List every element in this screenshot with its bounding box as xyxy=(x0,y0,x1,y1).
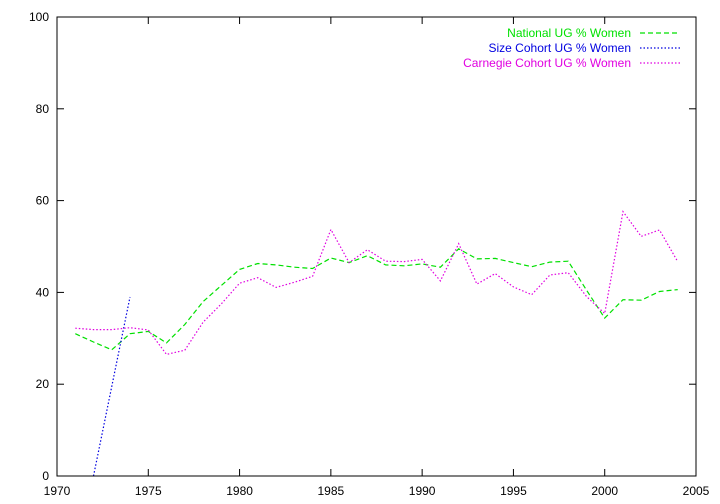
series-line-2 xyxy=(92,296,131,477)
x-tick-label: 1975 xyxy=(135,484,162,498)
series-line-1 xyxy=(75,248,678,351)
y-tick-label: 20 xyxy=(36,377,50,391)
y-tick-label: 100 xyxy=(29,10,49,24)
legend-label: National UG % Women xyxy=(507,26,631,40)
x-tick-label: 1995 xyxy=(500,484,527,498)
series-lines xyxy=(75,210,679,477)
x-tick-label: 2000 xyxy=(591,484,618,498)
y-tick-label: 40 xyxy=(36,285,50,299)
x-tick-label: 1985 xyxy=(318,484,345,498)
x-tick-label: 1990 xyxy=(409,484,436,498)
x-tick-label: 1970 xyxy=(44,484,71,498)
x-tick-label: 2005 xyxy=(683,484,710,498)
legend-label: Size Cohort UG % Women xyxy=(489,41,632,55)
y-tick-label: 0 xyxy=(42,469,49,483)
y-tick-label: 60 xyxy=(36,194,50,208)
plot-frame xyxy=(56,16,697,477)
y-tick-label: 80 xyxy=(36,102,50,116)
tick-marks xyxy=(56,16,697,477)
legend-label: Carnegie Cohort UG % Women xyxy=(463,56,631,70)
tick-labels: 1970 1975 1980 1985 1990 1995 2000 2005 0 20 40 60 8… xyxy=(29,10,710,498)
x-tick-label: 1980 xyxy=(226,484,253,498)
series-line-3 xyxy=(75,210,679,356)
